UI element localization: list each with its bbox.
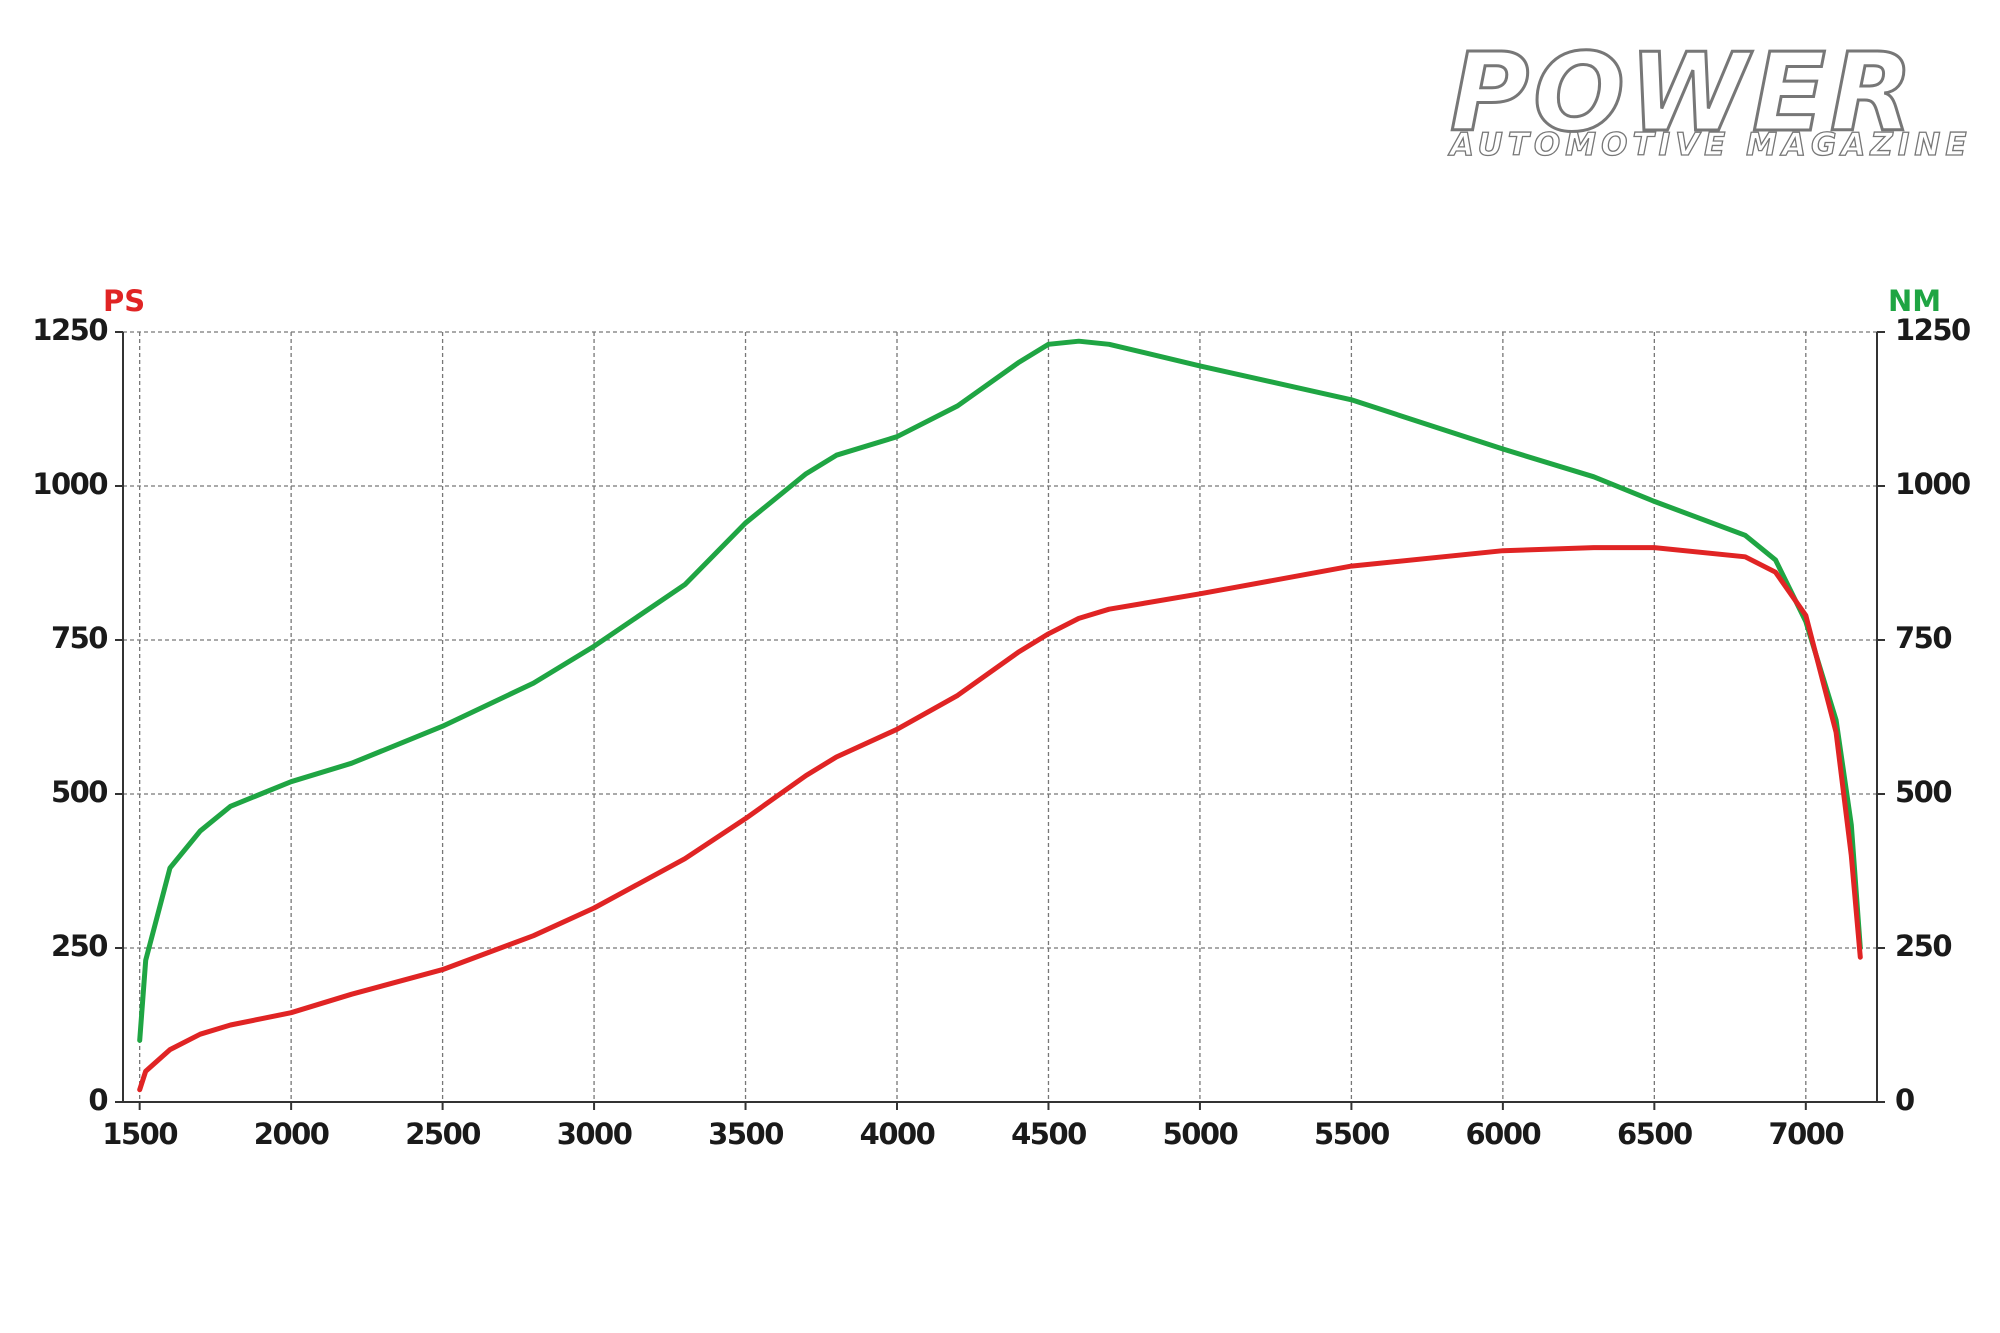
- x-tick-label: 3500: [708, 1117, 783, 1151]
- y2-tick-label: 750: [1895, 621, 1951, 655]
- x-tick-label: 2000: [254, 1117, 329, 1151]
- x-tick-label: 4500: [1011, 1117, 1086, 1151]
- y-tick-label: 750: [51, 621, 107, 655]
- x-tick-label: 1500: [102, 1117, 177, 1151]
- y2-tick-label: 0: [1895, 1083, 1914, 1117]
- x-tick-label: 3000: [557, 1117, 632, 1151]
- x-tick-label: 4000: [860, 1117, 935, 1151]
- line-series: [137, 545, 1863, 1093]
- y-tick-label: 1250: [32, 313, 107, 347]
- y-tick-label: 500: [51, 775, 107, 809]
- y2-tick-label: 250: [1895, 929, 1951, 963]
- line-series: [137, 338, 1863, 1043]
- logo-subtitle: AUTOMOTIVE MAGAZINE: [1447, 127, 1972, 163]
- x-tick-label: 6000: [1466, 1117, 1541, 1151]
- x-tick-label: 6500: [1617, 1117, 1692, 1151]
- y-tick-label: 1000: [32, 467, 107, 501]
- x-tick-label: 5500: [1314, 1117, 1389, 1151]
- y2-tick-label: 500: [1895, 775, 1951, 809]
- y-axis-label: PS: [103, 284, 145, 318]
- y2-tick-label: 1000: [1895, 467, 1970, 501]
- x-tick-label: 2500: [405, 1117, 480, 1151]
- y2-tick-label: 1250: [1895, 313, 1970, 347]
- x-tick-label: 5000: [1163, 1117, 1238, 1151]
- y-tick-label: 250: [51, 929, 107, 963]
- logo-title: POWER: [1450, 31, 1917, 156]
- y-tick-label: 0: [88, 1083, 107, 1117]
- x-tick-label: 7000: [1768, 1117, 1843, 1151]
- y2-axis-label: NM: [1888, 284, 1941, 318]
